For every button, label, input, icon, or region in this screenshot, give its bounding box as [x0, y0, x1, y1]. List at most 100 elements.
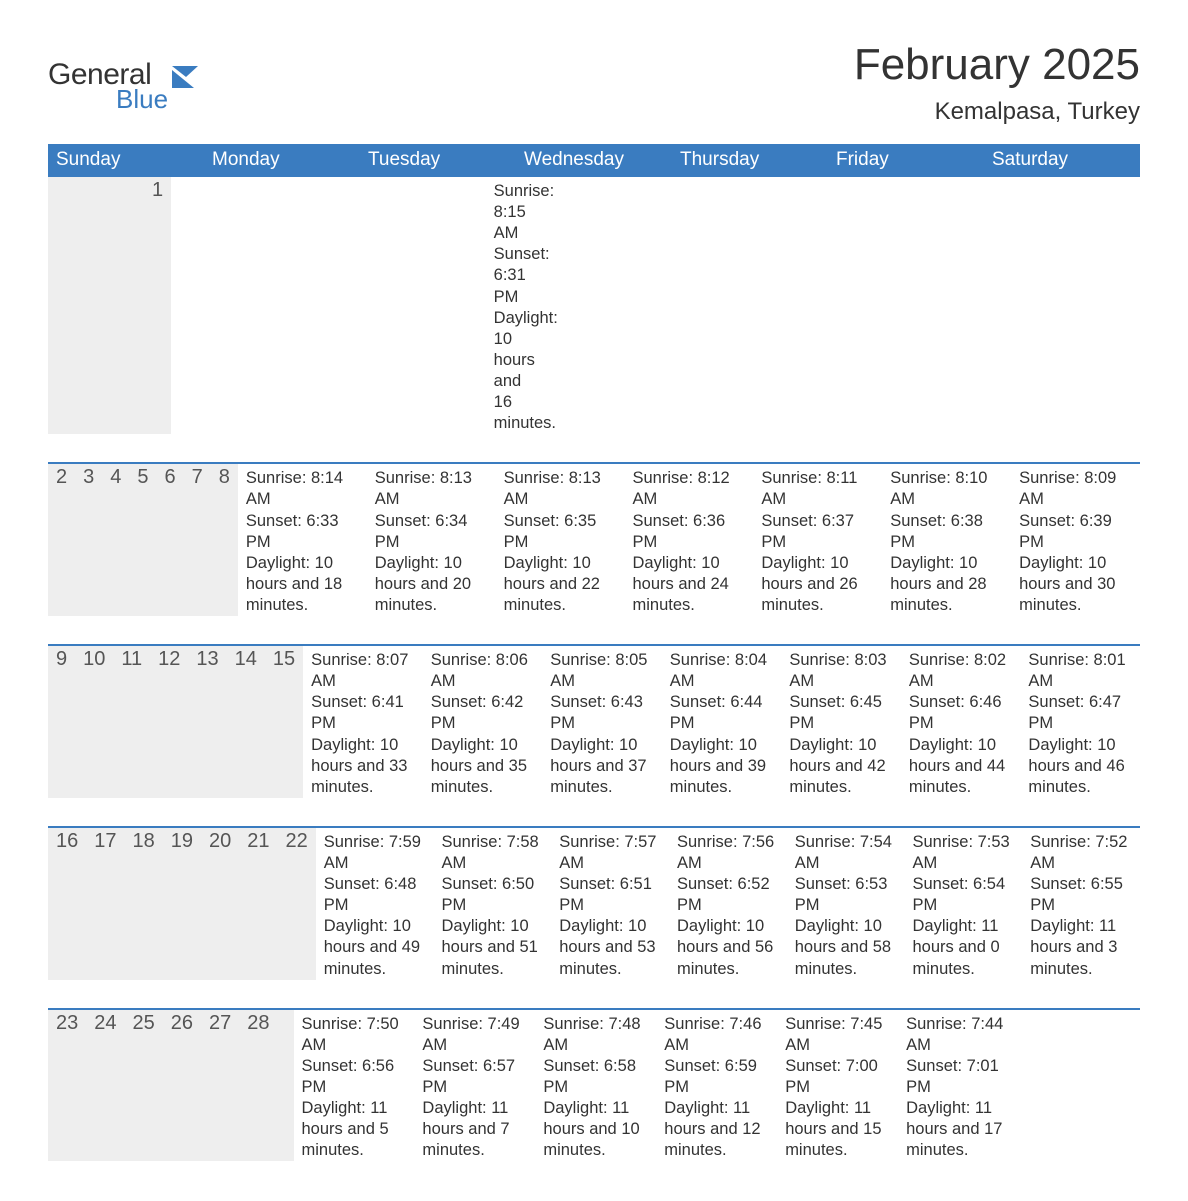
daylight-text: Daylight: 10 hours and 22 minutes.: [504, 553, 617, 616]
day-cell: Sunrise: 8:04 AMSunset: 6:44 PMDaylight:…: [662, 646, 782, 798]
day-cell: Sunrise: 7:58 AMSunset: 6:50 PMDaylight:…: [434, 828, 552, 980]
day-cell: Sunrise: 7:59 AMSunset: 6:48 PMDaylight:…: [316, 828, 434, 980]
day-cell: Sunrise: 7:56 AMSunset: 6:52 PMDaylight:…: [669, 828, 787, 980]
week-row: 9101112131415Sunrise: 8:07 AMSunset: 6:4…: [48, 644, 1140, 798]
day-details: [232, 177, 268, 181]
day-number: 19: [163, 828, 201, 854]
daylight-text: Daylight: 10 hours and 24 minutes.: [633, 553, 746, 616]
week-row: 2345678Sunrise: 8:14 AMSunset: 6:33 PMDa…: [48, 462, 1140, 616]
sunset-text: Sunset: 6:38 PM: [890, 511, 1003, 553]
day-cell: Sunrise: 7:45 AMSunset: 7:00 PMDaylight:…: [777, 1010, 898, 1162]
sunset-text: Sunset: 6:44 PM: [670, 692, 774, 734]
sunrise-text: Sunrise: 8:05 AM: [550, 650, 654, 692]
day-details: Sunrise: 8:05 AMSunset: 6:43 PMDaylight:…: [550, 646, 654, 798]
sunset-text: Sunset: 6:45 PM: [789, 692, 893, 734]
day-number: 10: [75, 646, 113, 672]
sunset-text: Sunset: 6:58 PM: [543, 1056, 648, 1098]
day-number: 3: [75, 464, 102, 490]
day-cell: Sunrise: 8:09 AMSunset: 6:39 PMDaylight:…: [1011, 464, 1140, 616]
sunrise-text: Sunrise: 8:07 AM: [311, 650, 415, 692]
week-row: 232425262728Sunrise: 7:50 AMSunset: 6:56…: [48, 1008, 1140, 1162]
sunset-text: Sunset: 7:00 PM: [785, 1056, 890, 1098]
day-details: Sunrise: 7:57 AMSunset: 6:51 PMDaylight:…: [559, 828, 661, 980]
day-cell: Sunrise: 8:02 AMSunset: 6:46 PMDaylight:…: [901, 646, 1021, 798]
day-details: Sunrise: 8:13 AMSunset: 6:34 PMDaylight:…: [375, 464, 488, 616]
daylight-text: Daylight: 11 hours and 3 minutes.: [1030, 916, 1132, 979]
daylight-text: Daylight: 10 hours and 51 minutes.: [442, 916, 544, 979]
sunset-text: Sunset: 6:33 PM: [246, 511, 359, 553]
page: General Blue February 2025 Kemalpasa, Tu…: [0, 0, 1188, 1201]
day-cell: Sunrise: 8:06 AMSunset: 6:42 PMDaylight:…: [423, 646, 543, 798]
weeks-container: 1Sunrise: 8:15 AMSunset: 6:31 PMDaylight…: [48, 177, 1140, 1161]
day-number: 21: [239, 828, 277, 854]
day-number: 18: [125, 828, 163, 854]
day-details: Sunrise: 7:53 AMSunset: 6:54 PMDaylight:…: [913, 828, 1015, 980]
day-cell: Sunrise: 7:44 AMSunset: 7:01 PMDaylight:…: [898, 1010, 1019, 1162]
day-number: [128, 177, 144, 203]
day-number: 2: [48, 464, 75, 490]
day-number: 24: [86, 1010, 124, 1036]
day-details: [389, 177, 425, 181]
logo: General Blue: [48, 60, 202, 112]
day-number-band: 232425262728: [48, 1010, 294, 1162]
day-cell: Sunrise: 8:13 AMSunset: 6:34 PMDaylight:…: [367, 464, 496, 616]
details-row: Sunrise: 8:15 AMSunset: 6:31 PMDaylight:…: [171, 177, 538, 434]
sunset-text: Sunset: 6:43 PM: [550, 692, 654, 734]
sunrise-text: Sunrise: 7:46 AM: [664, 1014, 769, 1056]
sunset-text: Sunset: 6:36 PM: [633, 511, 746, 553]
sunrise-text: Sunrise: 8:01 AM: [1028, 650, 1132, 692]
day-cell: Sunrise: 7:54 AMSunset: 6:53 PMDaylight:…: [787, 828, 905, 980]
daylight-text: Daylight: 11 hours and 15 minutes.: [785, 1098, 890, 1161]
day-cell: [328, 177, 380, 434]
sunrise-text: Sunrise: 8:10 AM: [890, 468, 1003, 510]
day-details: Sunrise: 8:02 AMSunset: 6:46 PMDaylight:…: [909, 646, 1013, 798]
day-cell: [381, 177, 433, 434]
sunset-text: Sunset: 6:47 PM: [1028, 692, 1132, 734]
sunrise-text: Sunrise: 8:03 AM: [789, 650, 893, 692]
day-cell: Sunrise: 8:10 AMSunset: 6:38 PMDaylight:…: [882, 464, 1011, 616]
daylight-text: Daylight: 10 hours and 39 minutes.: [670, 735, 774, 798]
week-row: 16171819202122Sunrise: 7:59 AMSunset: 6:…: [48, 826, 1140, 980]
day-details: [441, 177, 477, 181]
daylight-text: Daylight: 10 hours and 58 minutes.: [795, 916, 897, 979]
sunrise-text: Sunrise: 8:15 AM: [494, 181, 530, 244]
day-number: 26: [163, 1010, 201, 1036]
daylight-text: Daylight: 10 hours and 44 minutes.: [909, 735, 1013, 798]
daylight-text: Daylight: 10 hours and 33 minutes.: [311, 735, 415, 798]
sunrise-text: Sunrise: 8:11 AM: [761, 468, 874, 510]
sunset-text: Sunset: 6:41 PM: [311, 692, 415, 734]
logo-text: General Blue: [48, 60, 168, 112]
sunrise-text: Sunrise: 7:49 AM: [422, 1014, 527, 1056]
day-cell: Sunrise: 7:49 AMSunset: 6:57 PMDaylight:…: [414, 1010, 535, 1162]
day-cell: [433, 177, 485, 434]
details-row: Sunrise: 8:07 AMSunset: 6:41 PMDaylight:…: [303, 646, 1140, 798]
sunset-text: Sunset: 7:01 PM: [906, 1056, 1011, 1098]
daylight-text: Daylight: 10 hours and 35 minutes.: [431, 735, 535, 798]
day-number: 16: [48, 828, 86, 854]
sunset-text: Sunset: 6:42 PM: [431, 692, 535, 734]
day-details: Sunrise: 8:07 AMSunset: 6:41 PMDaylight:…: [311, 646, 415, 798]
day-number: 8: [211, 464, 238, 490]
daylight-text: Daylight: 10 hours and 20 minutes.: [375, 553, 488, 616]
day-number: [96, 177, 112, 203]
day-cell: Sunrise: 8:15 AMSunset: 6:31 PMDaylight:…: [486, 177, 538, 434]
day-details: Sunrise: 7:58 AMSunset: 6:50 PMDaylight:…: [442, 828, 544, 980]
sunset-text: Sunset: 6:52 PM: [677, 874, 779, 916]
day-number: 25: [125, 1010, 163, 1036]
day-details: Sunrise: 7:59 AMSunset: 6:48 PMDaylight:…: [324, 828, 426, 980]
day-number: 15: [265, 646, 303, 672]
day-cell: Sunrise: 8:01 AMSunset: 6:47 PMDaylight:…: [1020, 646, 1140, 798]
day-details: Sunrise: 7:56 AMSunset: 6:52 PMDaylight:…: [677, 828, 779, 980]
day-cell: Sunrise: 7:53 AMSunset: 6:54 PMDaylight:…: [905, 828, 1023, 980]
sunset-text: Sunset: 6:54 PM: [913, 874, 1015, 916]
sunrise-text: Sunrise: 7:59 AM: [324, 832, 426, 874]
day-cell: Sunrise: 7:52 AMSunset: 6:55 PMDaylight:…: [1022, 828, 1140, 980]
day-details: Sunrise: 8:15 AMSunset: 6:31 PMDaylight:…: [494, 177, 530, 434]
daylight-text: Daylight: 10 hours and 16 minutes.: [494, 308, 530, 435]
day-details: Sunrise: 7:44 AMSunset: 7:01 PMDaylight:…: [906, 1010, 1011, 1162]
day-details: Sunrise: 8:14 AMSunset: 6:33 PMDaylight:…: [246, 464, 359, 616]
day-number: 23: [48, 1010, 86, 1036]
day-number: 11: [113, 646, 150, 672]
day-details: Sunrise: 7:50 AMSunset: 6:56 PMDaylight:…: [302, 1010, 407, 1162]
day-cell: Sunrise: 8:13 AMSunset: 6:35 PMDaylight:…: [496, 464, 625, 616]
